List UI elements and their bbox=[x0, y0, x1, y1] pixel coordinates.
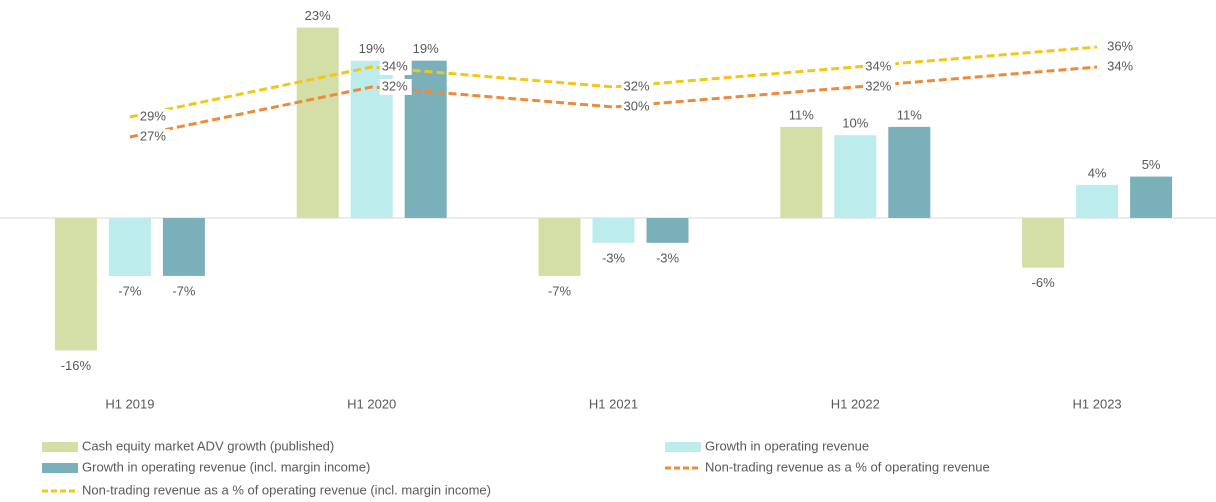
label-bg bbox=[863, 59, 896, 75]
data-label: 10% bbox=[842, 116, 868, 131]
bar bbox=[54, 217, 97, 351]
data-label: -7% bbox=[118, 283, 142, 298]
legend-label: Cash equity market ADV growth (published… bbox=[82, 438, 334, 453]
data-label: 11% bbox=[897, 107, 922, 122]
data-label: 32% bbox=[865, 78, 891, 93]
x-tick-label: H1 2021 bbox=[589, 396, 638, 411]
x-tick-label: H1 2023 bbox=[1073, 396, 1122, 411]
label-bg bbox=[863, 79, 896, 95]
label-bg bbox=[379, 79, 412, 95]
bar bbox=[1076, 184, 1119, 218]
data-label: -16% bbox=[61, 358, 92, 373]
label-bg bbox=[379, 59, 412, 75]
label-bg bbox=[1105, 59, 1138, 75]
data-label: 27% bbox=[140, 128, 166, 143]
x-tick-label: H1 2020 bbox=[347, 396, 396, 411]
data-label: 11% bbox=[789, 107, 814, 122]
label-bg bbox=[137, 129, 170, 145]
data-label: -3% bbox=[656, 250, 680, 265]
legend-swatch bbox=[42, 442, 78, 452]
data-label: 19% bbox=[359, 41, 385, 56]
data-label: 4% bbox=[1088, 165, 1107, 180]
legend-label: Non-trading revenue as a % of operating … bbox=[82, 482, 491, 497]
bar bbox=[108, 217, 151, 276]
data-label: 32% bbox=[382, 78, 408, 93]
data-label: 36% bbox=[1107, 38, 1133, 53]
data-label: 34% bbox=[382, 58, 408, 73]
legend-label: Non-trading revenue as a % of operating … bbox=[705, 459, 990, 474]
legend-label: Growth in operating revenue (incl. margi… bbox=[82, 459, 370, 474]
data-label: 34% bbox=[1107, 58, 1133, 73]
bar bbox=[888, 126, 931, 218]
bar bbox=[834, 135, 877, 218]
bar bbox=[1022, 217, 1065, 268]
label-bg bbox=[137, 109, 170, 125]
data-label: -6% bbox=[1032, 275, 1056, 290]
bar bbox=[592, 217, 635, 243]
label-bg bbox=[621, 99, 654, 115]
x-tick-label: H1 2022 bbox=[831, 396, 880, 411]
data-label: 29% bbox=[140, 108, 166, 123]
label-bg bbox=[1105, 39, 1138, 55]
data-label: 5% bbox=[1142, 157, 1161, 172]
data-label: -7% bbox=[548, 283, 572, 298]
bar bbox=[538, 217, 581, 276]
bar bbox=[296, 27, 339, 218]
bar bbox=[780, 126, 823, 218]
bar bbox=[646, 217, 689, 243]
data-label: 30% bbox=[624, 98, 650, 113]
line bbox=[129, 65, 1098, 139]
data-label: 34% bbox=[865, 58, 891, 73]
data-label: 32% bbox=[624, 78, 650, 93]
bar bbox=[162, 217, 205, 276]
label-bg bbox=[621, 79, 654, 95]
data-label: 23% bbox=[305, 8, 331, 23]
data-label: 19% bbox=[413, 41, 439, 56]
bar bbox=[1130, 176, 1173, 218]
legend-swatch bbox=[42, 463, 78, 473]
legend-label: Growth in operating revenue bbox=[705, 438, 869, 453]
data-label: -7% bbox=[172, 283, 196, 298]
data-label: -3% bbox=[602, 250, 626, 265]
legend-swatch bbox=[665, 442, 701, 452]
x-tick-label: H1 2019 bbox=[105, 396, 154, 411]
